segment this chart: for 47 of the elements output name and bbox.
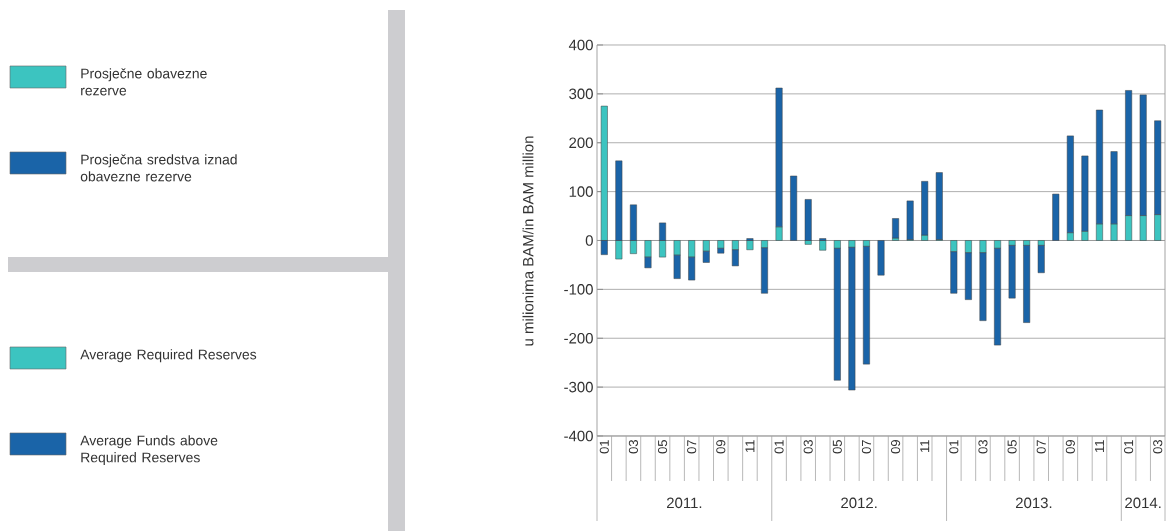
x-tick-label: 11 bbox=[920, 440, 930, 452]
bar bbox=[804, 199, 812, 241]
bar bbox=[877, 240, 885, 276]
x-tick-label: 05 bbox=[832, 440, 842, 454]
bar bbox=[1052, 193, 1060, 241]
text: Average Funds above Required Reserves bbox=[80, 435, 218, 466]
y-tick-label: -100 bbox=[564, 284, 593, 295]
y-tick-label: 0 bbox=[585, 235, 593, 246]
bar bbox=[892, 218, 900, 239]
y-tick-label: -200 bbox=[564, 332, 593, 344]
bar bbox=[746, 240, 754, 251]
x-tick-label: 07 bbox=[687, 440, 697, 454]
bar bbox=[935, 172, 943, 240]
x-tick-label: 09 bbox=[716, 440, 726, 454]
text: 2013. bbox=[1015, 497, 1052, 509]
x-tick-label: 03 bbox=[978, 440, 988, 454]
x-tick-label: 05 bbox=[657, 440, 668, 454]
y-tick-label: 400 bbox=[568, 39, 593, 51]
y-axis-title: u milionima BAM/in BAM million bbox=[522, 136, 534, 346]
x-tick-label: 03 bbox=[1153, 440, 1163, 454]
text: 2014. bbox=[1125, 497, 1161, 509]
x-tick-label: 01 bbox=[599, 440, 609, 454]
y-tick-label: -300 bbox=[564, 381, 593, 393]
x-tick-label: 09 bbox=[890, 440, 901, 454]
x-tick-label: 05 bbox=[1007, 440, 1017, 454]
text: Average Required Reserves bbox=[80, 349, 257, 363]
legend-label: Prosječne obavezne rezerve bbox=[81, 68, 207, 96]
x-tick-label: 03 bbox=[803, 440, 813, 454]
y-tick-label: 100 bbox=[569, 186, 593, 197]
text: 2011. bbox=[667, 497, 702, 509]
legend-label: Prosječna sredstva iznad obavezne rezerve bbox=[80, 154, 237, 182]
bar bbox=[790, 175, 798, 241]
x-tick-label: 09 bbox=[1065, 440, 1075, 454]
x-tick-label: 07 bbox=[1036, 440, 1046, 454]
x-tick-label: 03 bbox=[628, 440, 638, 454]
x-tick-label: 01 bbox=[949, 440, 959, 454]
x-tick-label: 01 bbox=[1124, 440, 1134, 454]
bar bbox=[819, 240, 827, 251]
x-tick-label: 11 bbox=[1095, 440, 1104, 452]
x-tick-label: 11 bbox=[745, 440, 755, 452]
x-tick-label: 01 bbox=[774, 440, 784, 454]
y-tick-label: 200 bbox=[569, 137, 593, 149]
x-tick-label: 07 bbox=[861, 440, 872, 454]
y-tick-label: -400 bbox=[564, 430, 593, 442]
bar bbox=[906, 200, 914, 240]
text: 2012. bbox=[841, 497, 877, 509]
y-tick-label: 300 bbox=[569, 88, 593, 100]
